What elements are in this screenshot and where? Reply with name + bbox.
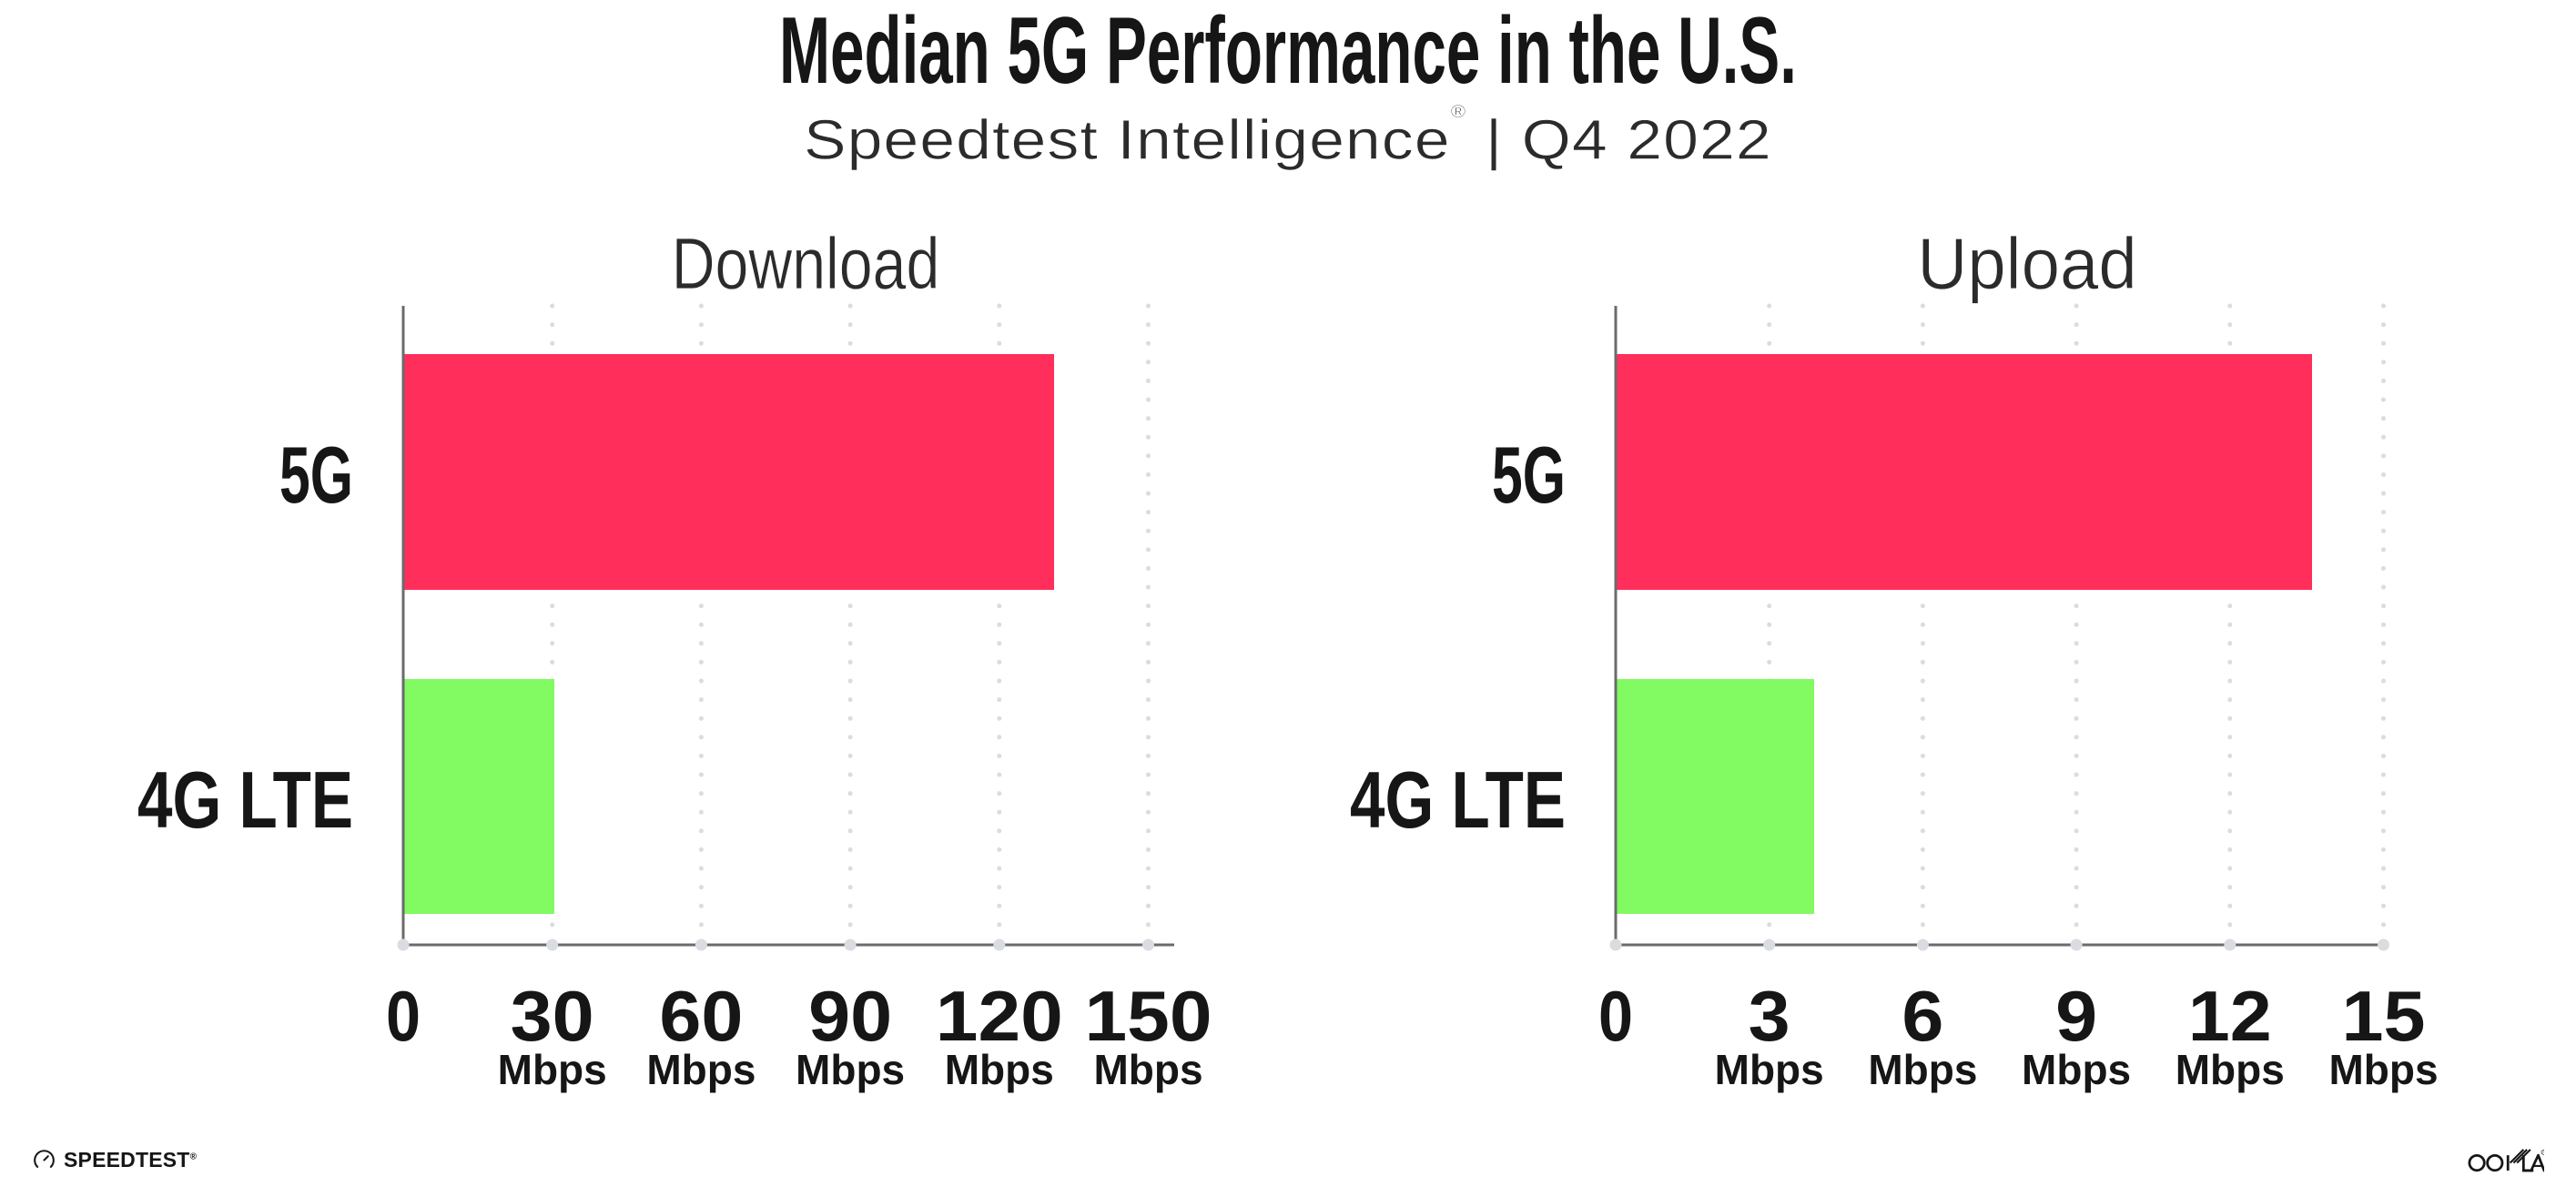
svg-text:Mbps: Mbps	[2175, 1046, 2285, 1093]
svg-text:4G LTE: 4G LTE	[1350, 755, 1566, 845]
svg-text:5G: 5G	[1492, 430, 1566, 520]
svg-text:Mbps: Mbps	[2022, 1046, 2131, 1093]
svg-text:0: 0	[1598, 976, 1633, 1056]
svg-text:15: 15	[2342, 976, 2426, 1056]
svg-text:6: 6	[1902, 976, 1943, 1056]
svg-text:3: 3	[1749, 976, 1790, 1056]
svg-text:Mbps: Mbps	[1715, 1046, 1824, 1093]
svg-text:Mbps: Mbps	[2328, 1046, 2438, 1093]
svg-text:Mbps: Mbps	[1868, 1046, 1977, 1093]
svg-text:9: 9	[2055, 976, 2097, 1056]
svg-text:R: R	[2542, 1151, 2544, 1154]
svg-text:12: 12	[2188, 976, 2272, 1056]
